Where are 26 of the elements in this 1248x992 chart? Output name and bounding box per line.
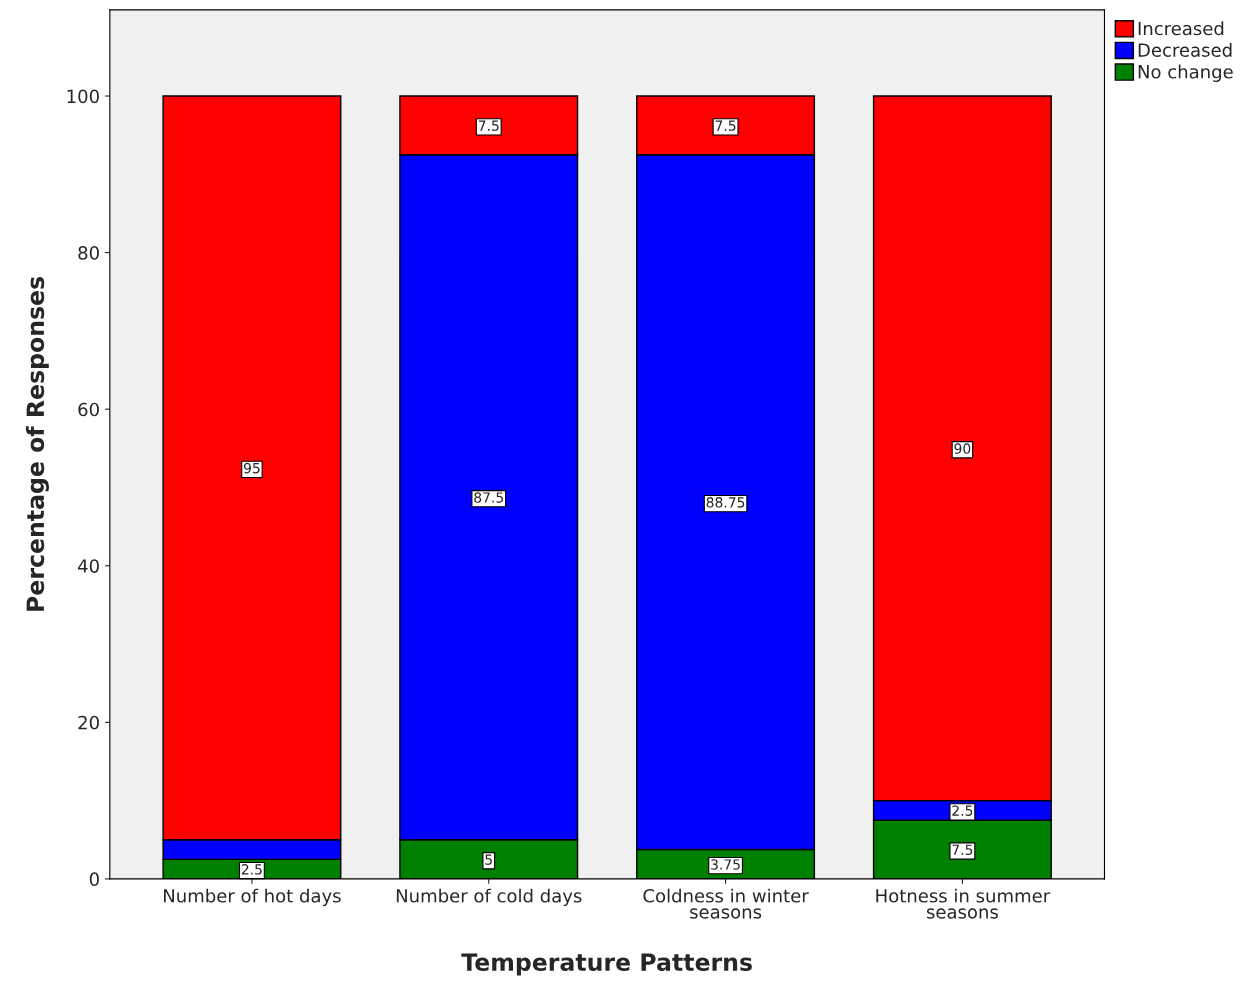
- x-tick-label: Coldness in winter seasons: [643, 888, 809, 919]
- data-label: 2.5: [241, 864, 262, 875]
- data-label: 7.5: [478, 120, 499, 131]
- y-tick-label: 100: [67, 89, 99, 104]
- y-tick-label: 40: [78, 559, 99, 573]
- data-label: 3.75: [711, 859, 740, 870]
- y-tick-label: 0: [89, 872, 99, 887]
- data-label: 95: [243, 462, 260, 474]
- data-label: 5: [485, 854, 492, 865]
- y-tick-label: 60: [78, 402, 99, 417]
- x-tick-label: Number of hot days: [164, 888, 341, 907]
- y-tick-label: 20: [78, 715, 99, 730]
- x-tick-label: Hotness in summer seasons: [876, 888, 1051, 919]
- legend-label: No change: [1138, 64, 1233, 83]
- x-axis-title: Temperature Patterns: [461, 953, 752, 976]
- x-tick-label: Number of cold days: [396, 888, 582, 907]
- data-label: 7.5: [952, 844, 973, 856]
- data-label: 90: [954, 443, 971, 454]
- data-label: 2.5: [952, 805, 973, 816]
- legend-label: Decreased: [1138, 42, 1232, 57]
- y-tick-label: 80: [78, 246, 99, 260]
- data-label: 87.5: [474, 492, 503, 503]
- data-label: 7.5: [715, 120, 736, 131]
- data-label: 88.75: [706, 497, 745, 508]
- legend-label: Increased: [1138, 21, 1224, 36]
- y-axis-title: Percentage of Responses: [25, 276, 49, 611]
